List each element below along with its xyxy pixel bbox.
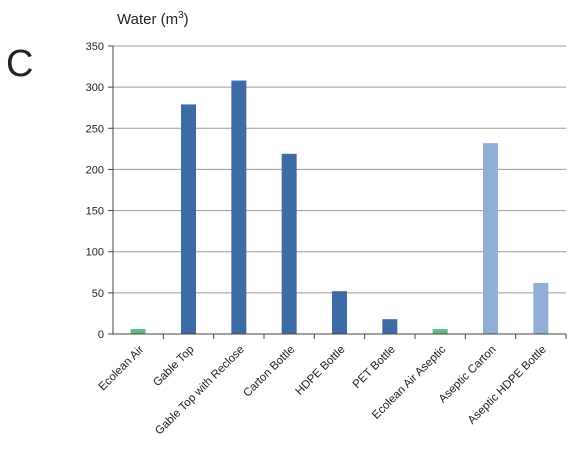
chart-title-suffix: ) (184, 11, 189, 28)
axes (112, 46, 567, 339)
bar (231, 80, 247, 334)
chart-title: Water (m3) (117, 10, 189, 28)
y-axis-ticks: 0 50 100 150 200 250 300 350 (86, 41, 113, 341)
bar (382, 319, 398, 334)
bar (181, 104, 196, 335)
y-tick-label: 0 (98, 329, 104, 341)
chart-title-main: Water (m (117, 11, 178, 28)
x-category-label: HDPE Bottle (293, 344, 347, 398)
y-tick-label: 150 (86, 206, 104, 218)
bar (332, 291, 347, 334)
x-category-label: Ecolean Air (97, 344, 147, 394)
chart-title-superscript: 3 (178, 10, 184, 21)
y-tick-label: 250 (86, 123, 104, 135)
y-tick-label: 100 (86, 247, 104, 259)
gridlines (113, 45, 566, 294)
y-tick-label: 200 (86, 164, 104, 176)
x-category-label: Carton Bottle (241, 344, 297, 400)
x-category-label: Gable Top with Reclose (153, 344, 247, 438)
bar (483, 143, 498, 334)
panel-label: C (6, 43, 33, 85)
y-tick-label: 300 (86, 82, 104, 94)
y-tick-label: 50 (92, 288, 104, 300)
x-category-label: PET Bottle (351, 344, 398, 391)
x-category-label: Gable Top (151, 344, 196, 389)
bar (533, 282, 549, 334)
bar (130, 329, 146, 334)
bar (432, 329, 448, 334)
bar (281, 153, 297, 334)
bars (130, 80, 549, 335)
y-tick-label: 350 (86, 41, 104, 53)
